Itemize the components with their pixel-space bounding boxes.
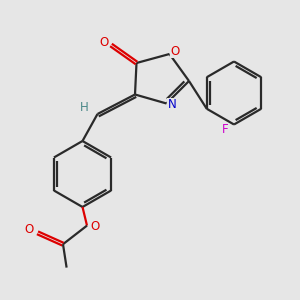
Text: O: O bbox=[170, 44, 179, 58]
Bar bbox=[170, 46, 179, 56]
Bar bbox=[91, 222, 100, 231]
Text: O: O bbox=[91, 220, 100, 233]
Bar bbox=[25, 225, 34, 234]
Text: F: F bbox=[222, 123, 228, 136]
Text: O: O bbox=[25, 223, 34, 236]
Bar bbox=[167, 100, 176, 109]
Text: O: O bbox=[99, 35, 108, 49]
Bar bbox=[220, 125, 230, 134]
Bar bbox=[99, 38, 108, 46]
Text: N: N bbox=[167, 98, 176, 112]
Bar bbox=[80, 103, 88, 112]
Text: H: H bbox=[80, 101, 88, 114]
